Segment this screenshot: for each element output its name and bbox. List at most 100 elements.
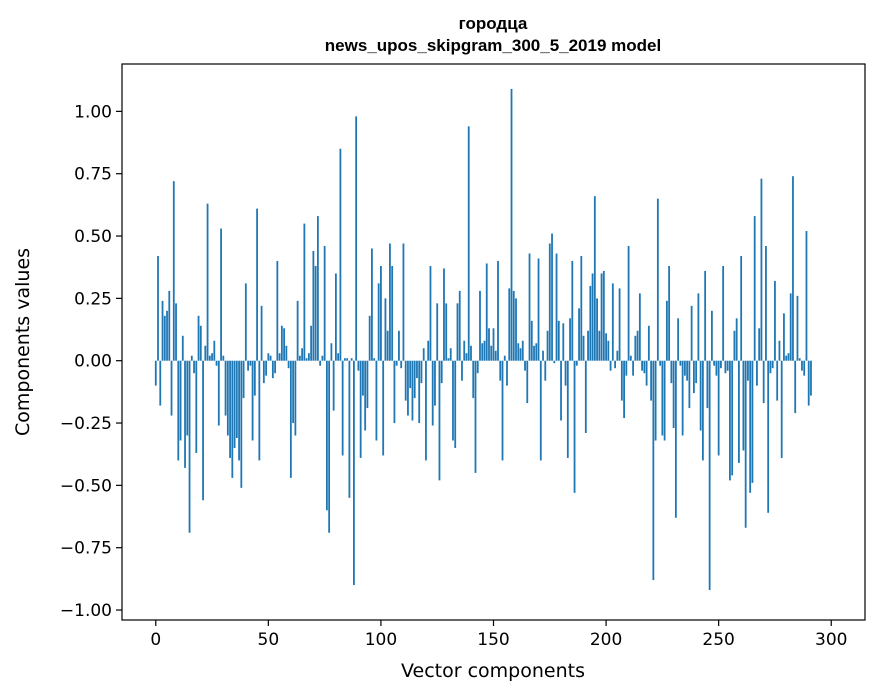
bar [787,353,790,361]
bar [467,126,470,361]
bar [413,360,416,399]
bar [683,360,686,376]
bar [159,360,162,406]
bar [265,360,267,376]
bar [607,340,610,361]
bar [533,345,535,361]
bar [801,360,803,371]
bar [729,360,731,481]
bar [427,340,430,361]
bar [420,360,423,384]
bar [380,265,382,361]
bar [537,258,540,361]
bar [256,208,258,361]
y-tick-label: −0.75 [60,539,112,559]
bar [679,360,682,366]
bar [551,233,553,361]
bar [357,360,360,371]
bar [776,360,779,401]
bar [307,353,310,361]
bar [751,360,754,483]
bar [181,335,184,361]
bar [211,353,213,361]
bar [260,305,263,361]
bar [366,360,369,409]
bar [726,360,729,371]
bar [177,360,180,461]
bar [454,360,457,448]
bar [199,325,202,361]
bar [758,328,761,361]
bar [798,358,801,361]
bar [195,360,198,453]
bar [584,360,587,433]
bar [632,360,634,376]
bar [566,360,569,458]
bar [233,360,236,448]
bar [740,255,743,361]
bar [738,360,740,463]
bar [659,360,662,366]
bar [431,360,434,426]
x-tick-label: 50 [258,630,280,650]
bar [362,360,364,396]
bar [733,330,736,361]
bar [555,253,558,361]
bar [614,360,616,369]
bar [542,350,544,361]
bar [810,360,812,396]
bar [564,360,567,386]
bar [474,360,477,473]
bar [711,310,713,361]
bar [569,318,571,361]
bar [269,355,272,361]
bar [704,270,707,361]
bar [557,320,560,361]
bar [627,246,630,361]
bar [769,360,772,374]
bar [337,353,340,361]
bar [742,360,745,451]
y-tick-label: 0.00 [74,352,112,372]
bar [168,290,171,361]
bar [449,348,452,361]
bar [672,360,675,429]
bar [591,273,594,361]
x-axis-label: Vector components [401,660,585,682]
bar [517,343,520,361]
bar [312,251,315,361]
bar [544,360,547,381]
bar [350,358,353,361]
bar [247,360,249,371]
bar [524,360,526,371]
bar [690,305,693,361]
bar [485,263,488,361]
bar [384,298,387,361]
bar [294,360,297,436]
bar [503,355,506,361]
bar [778,340,781,361]
bar [222,355,225,361]
bar [756,360,758,386]
bar [310,325,313,361]
bar [319,360,322,366]
bar [789,293,792,361]
plot-frame [121,63,866,621]
bar [373,358,376,361]
bar [278,353,281,361]
bar [334,273,337,361]
bar [796,295,799,361]
bar [665,300,668,361]
bar [508,288,511,361]
bar [416,360,418,379]
bar [499,360,502,381]
x-tick-label: 150 [477,630,509,650]
bar [535,343,538,361]
bar [528,253,531,361]
bar [163,315,166,361]
bar [303,223,306,361]
bar [202,360,204,501]
x-tick-label: 100 [365,630,397,650]
y-tick-label: −0.50 [60,476,112,496]
bar [346,358,349,361]
